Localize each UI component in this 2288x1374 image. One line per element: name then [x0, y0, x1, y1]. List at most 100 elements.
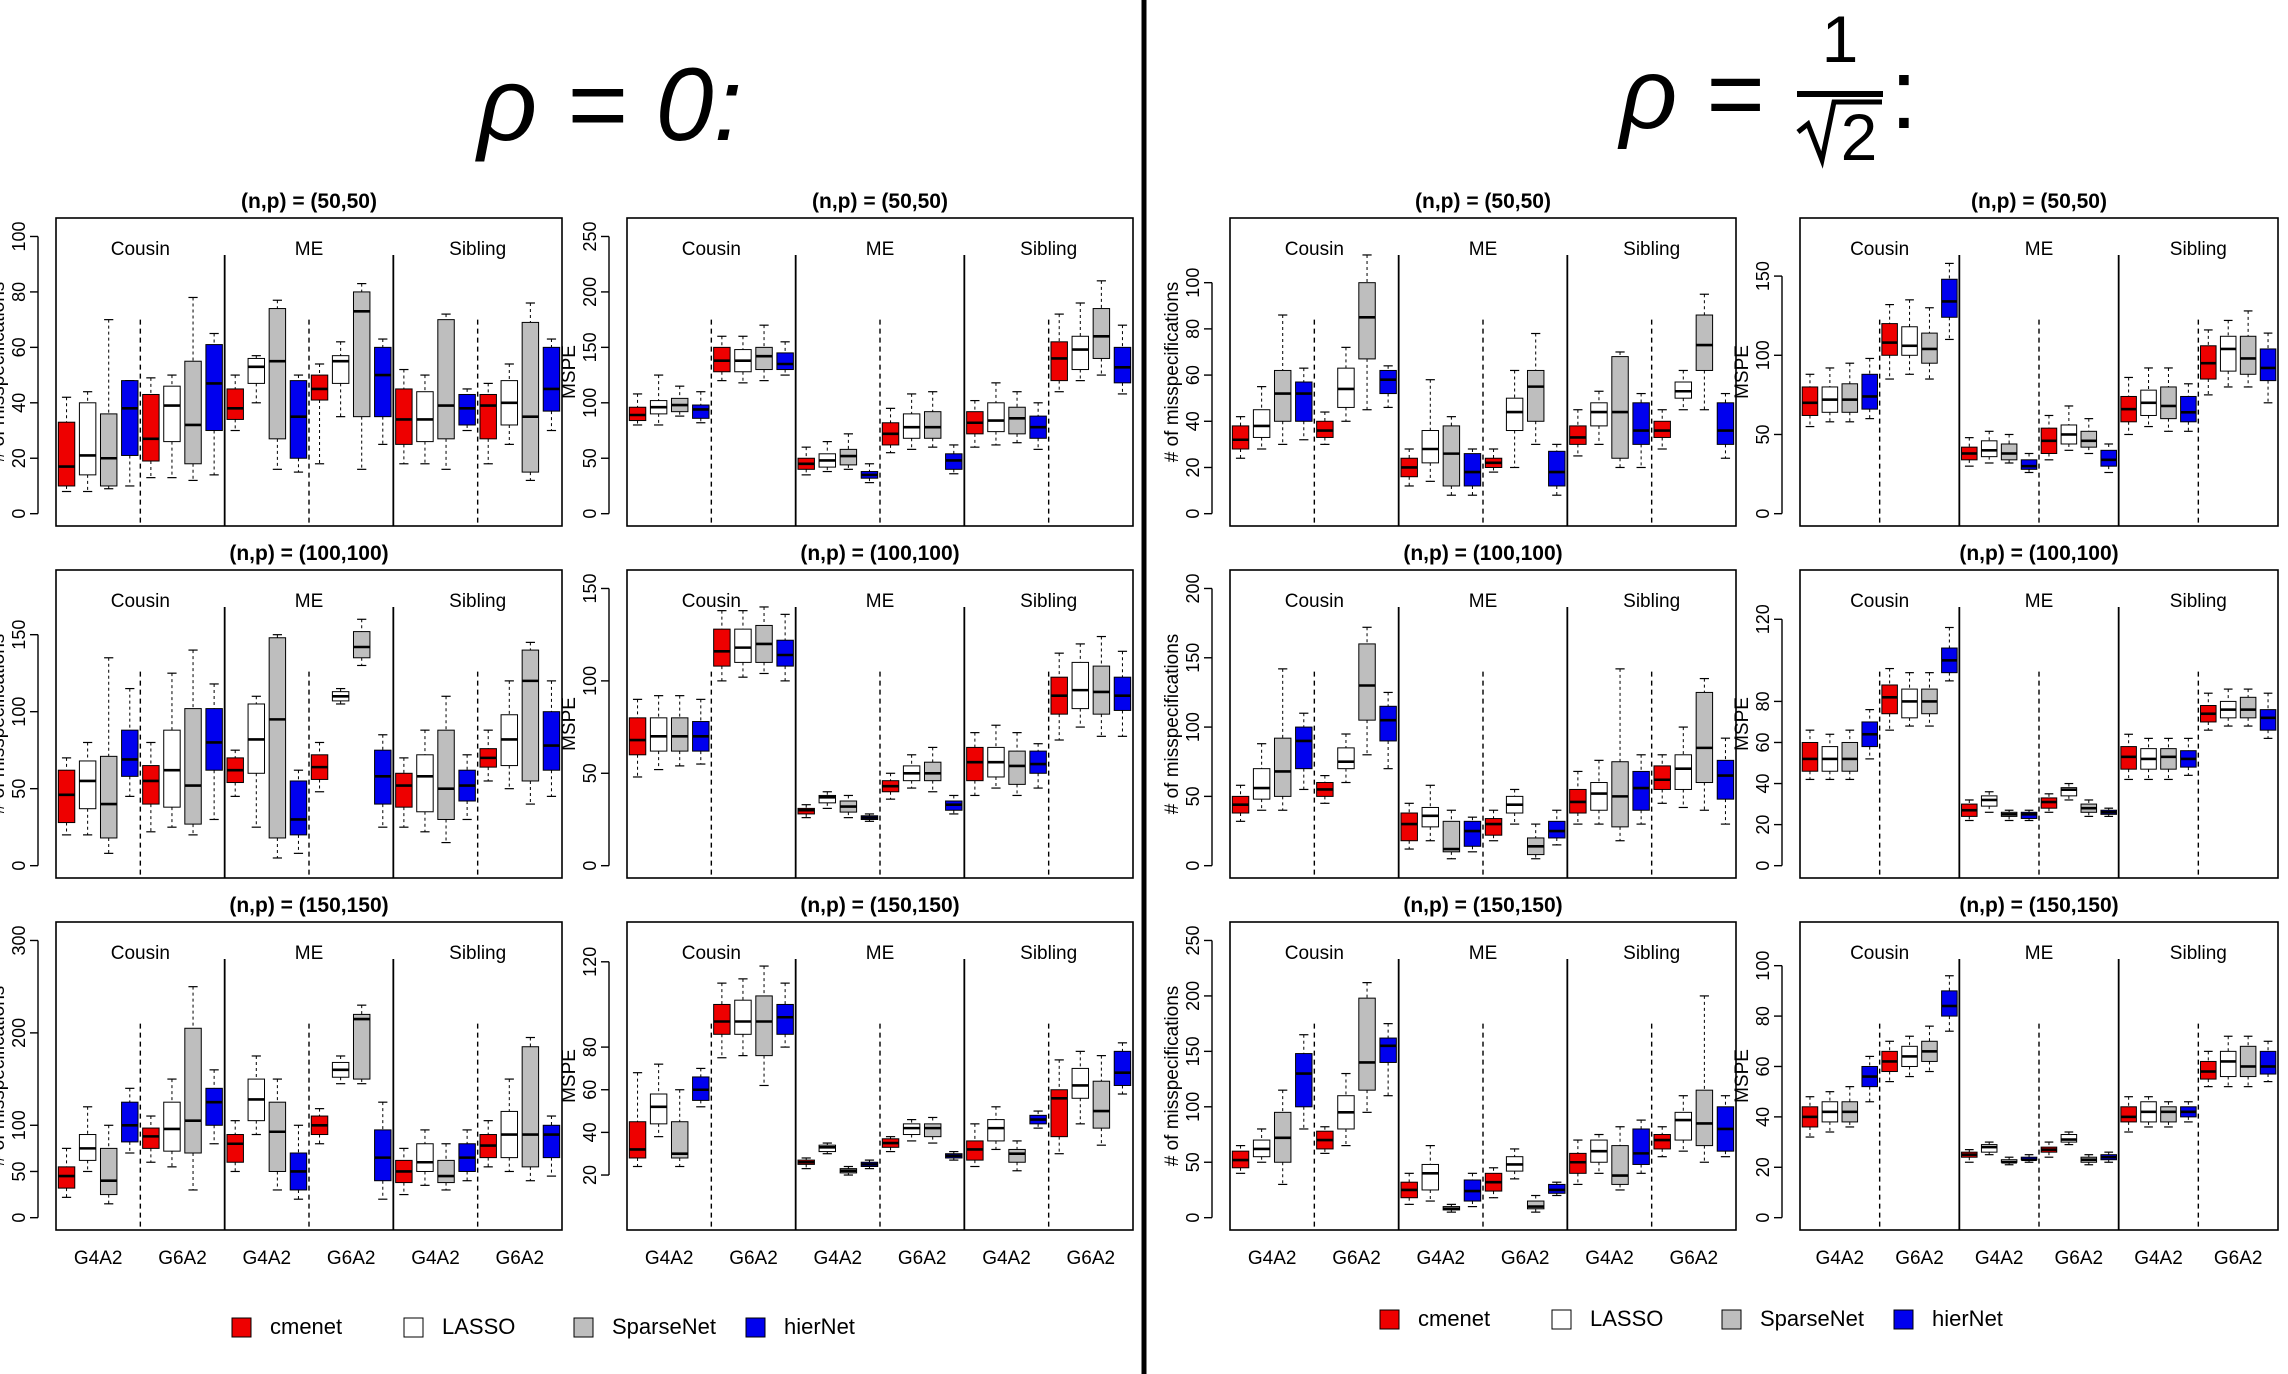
- group-label: ME: [1469, 239, 1498, 260]
- box-sparsenet: [1921, 672, 1938, 727]
- box-body: [987, 1119, 1005, 1142]
- box-cmenet: [479, 729, 497, 782]
- y-tick-label: 40: [1753, 774, 1773, 794]
- group-label: Cousin: [111, 943, 170, 964]
- box-body: [2180, 395, 2197, 423]
- panel-8: (n,p) = (50,50) MSPE 0 50 100 150 Cousin ME Sibl…: [1732, 190, 2279, 527]
- box-sparsenet: [184, 296, 202, 482]
- box-body: [1463, 820, 1482, 847]
- box-lasso: [247, 695, 266, 828]
- box-cmenet: [226, 1120, 244, 1173]
- box-body: [2100, 449, 2117, 467]
- box-cmenet: [1231, 416, 1250, 459]
- box-body: [1050, 1089, 1068, 1138]
- box-body: [1611, 761, 1629, 828]
- box-body: [1379, 705, 1397, 742]
- panel-2: (n,p) = (50,50) MSPE 0 50 100 150 200 250 Cousin…: [559, 190, 1134, 527]
- x-tick-label: G4A2: [1975, 1248, 2024, 1269]
- box-sparsenet: [1273, 314, 1292, 445]
- y-tick-label: 0: [1183, 509, 1203, 519]
- box-sparsenet: [437, 1143, 455, 1191]
- group-label: Sibling: [2170, 239, 2227, 260]
- panel-frame: [626, 569, 1134, 879]
- y-tick-label: 60: [580, 1080, 600, 1100]
- box-hiernet: [1463, 448, 1482, 496]
- box-sparsenet: [1092, 1055, 1111, 1146]
- box-cmenet: [797, 804, 815, 819]
- box-cmenet: [1881, 1040, 1898, 1083]
- box-body: [1611, 1145, 1629, 1185]
- group-label: ME: [2025, 591, 2054, 612]
- x-tick-label: G4A2: [2134, 1248, 2183, 1269]
- panel-7: (n,p) = (50,50) # of misspecifications 0 20…: [1162, 190, 1737, 527]
- box-lasso: [1505, 369, 1524, 469]
- y-axis-label: MSPE: [559, 345, 580, 399]
- box-body: [1801, 386, 1819, 416]
- x-tick-label: G6A2: [496, 1248, 545, 1269]
- box-cmenet: [1961, 437, 1978, 467]
- box-body: [2120, 1106, 2137, 1123]
- box-cmenet: [1961, 1149, 1978, 1163]
- rho-root2-colon: :: [1890, 38, 1918, 150]
- box-body: [649, 1093, 668, 1125]
- x-tick-label: G4A2: [1816, 1248, 1865, 1269]
- group-label: Sibling: [1623, 943, 1680, 964]
- box-body: [268, 1101, 287, 1172]
- box-lasso: [500, 680, 519, 790]
- box-body: [1632, 1128, 1650, 1165]
- box-hiernet: [2180, 737, 2197, 776]
- group-label: Cousin: [682, 591, 741, 612]
- x-tick-label: G6A2: [327, 1248, 376, 1269]
- box-lasso: [331, 341, 350, 418]
- box-sparsenet: [352, 618, 371, 667]
- panel-frame: [1799, 569, 2279, 879]
- box-body: [1841, 741, 1859, 772]
- y-tick-label: 250: [1183, 925, 1203, 955]
- box-body: [352, 291, 371, 418]
- box-lasso: [331, 687, 350, 705]
- legend-item-sparsenet: SparseNet: [1721, 1306, 1864, 1331]
- box-cmenet: [226, 374, 244, 432]
- panel-1: (n,p) = (50,50) # of misspecifications 0 20…: [0, 190, 563, 527]
- box-hiernet: [289, 1124, 308, 1200]
- box-cmenet: [1569, 409, 1587, 457]
- box-lasso: [2140, 367, 2157, 428]
- box-lasso: [2219, 688, 2237, 727]
- panel-frame: [626, 217, 1134, 527]
- box-lasso: [78, 391, 97, 493]
- box-body: [1653, 765, 1671, 790]
- box-sparsenet: [839, 433, 858, 470]
- legend-label: cmenet: [270, 1314, 342, 1339]
- box-body: [1400, 812, 1418, 842]
- box-lasso: [987, 1106, 1005, 1151]
- group-label: Cousin: [682, 943, 741, 964]
- box-cmenet: [1801, 1096, 1819, 1138]
- box-body: [1548, 450, 1566, 487]
- box-sparsenet: [1611, 1126, 1629, 1191]
- box-sparsenet: [839, 794, 858, 819]
- box-cmenet: [1653, 409, 1671, 450]
- box-body: [1526, 369, 1545, 422]
- box-sparsenet: [2160, 367, 2177, 432]
- box-lasso: [902, 393, 921, 450]
- box-lasso: [1071, 1050, 1090, 1125]
- box-body: [1071, 335, 1090, 371]
- y-tick-label: 20: [1183, 457, 1203, 477]
- group-label: Sibling: [2170, 943, 2227, 964]
- box-body: [1071, 661, 1090, 710]
- y-tick-label: 50: [9, 1161, 29, 1181]
- box-cmenet: [1231, 1145, 1250, 1174]
- box-hiernet: [776, 613, 794, 682]
- box-hiernet: [289, 769, 308, 854]
- y-axis-label: MSPE: [559, 697, 580, 751]
- box-sparsenet: [1921, 307, 1938, 380]
- box-body: [374, 1129, 392, 1182]
- box-body: [99, 413, 118, 487]
- panel-title: (n,p) = (100,100): [800, 542, 959, 565]
- box-body: [734, 628, 752, 663]
- box-body: [2160, 386, 2177, 420]
- box-hiernet: [2020, 809, 2038, 822]
- box-sparsenet: [1273, 668, 1292, 811]
- box-cmenet: [881, 1136, 900, 1153]
- box-body: [542, 1124, 561, 1159]
